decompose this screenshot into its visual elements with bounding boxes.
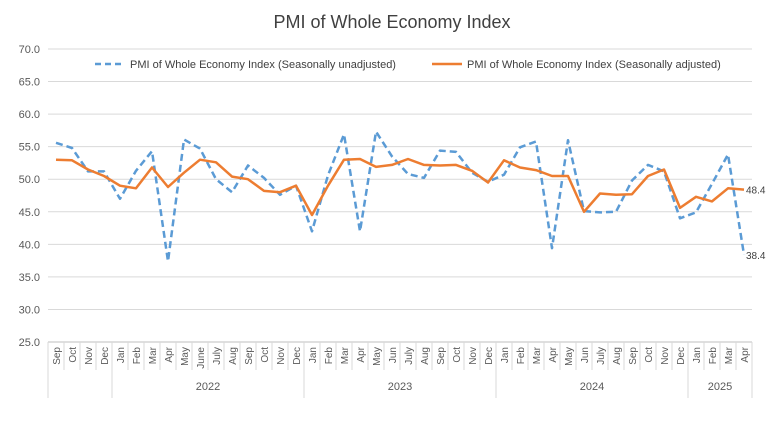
x-tick-label: Feb <box>708 347 719 365</box>
x-tick-label: Oct <box>68 347 79 363</box>
y-tick-label: 55.0 <box>19 142 40 154</box>
x-tick-label: July <box>212 347 223 365</box>
data-label: 48.4 <box>746 186 766 197</box>
x-tick-label: Dec <box>292 347 303 365</box>
x-tick-label: Mar <box>532 346 543 364</box>
x-tick-label: Dec <box>100 347 111 365</box>
y-tick-label: 65.0 <box>19 77 40 89</box>
chart-title: PMI of Whole Economy Index <box>273 12 510 32</box>
y-tick-label: 40.0 <box>19 239 40 251</box>
x-tick-label: Aug <box>228 347 239 365</box>
x-tick-label: Nov <box>660 347 671 365</box>
x-tick-label: Apr <box>356 346 367 362</box>
y-tick-label: 35.0 <box>19 272 40 284</box>
x-tick-label: Aug <box>420 347 431 365</box>
y-tick-label: 30.0 <box>19 304 40 316</box>
x-tick-label: May <box>372 347 383 366</box>
y-tick-label: 70.0 <box>19 44 40 56</box>
x-tick-label: Mar <box>148 346 159 364</box>
x-tick-label: Apr <box>548 346 559 362</box>
x-tick-label: Oct <box>644 347 655 363</box>
year-label: 2024 <box>580 381 604 393</box>
x-tick-label: Mar <box>340 346 351 364</box>
x-tick-label: June <box>196 347 207 369</box>
y-tick-label: 50.0 <box>19 174 40 186</box>
x-tick-label: Dec <box>484 347 495 365</box>
year-label: 2023 <box>388 381 412 393</box>
y-tick-label: 45.0 <box>19 207 40 219</box>
x-tick-label: Dec <box>676 347 687 365</box>
x-tick-label: Nov <box>468 347 479 365</box>
x-tick-label: Sep <box>436 347 447 365</box>
series-unadjusted-line <box>56 132 744 262</box>
legend: PMI of Whole Economy Index (Seasonally u… <box>95 59 721 71</box>
x-tick-label: Oct <box>260 347 271 363</box>
x-tick-label: Jun <box>580 347 591 363</box>
x-tick-label: Feb <box>516 347 527 365</box>
x-tick-label: Mar <box>724 346 735 364</box>
x-tick-label: Feb <box>132 347 143 365</box>
x-tick-label: Apr <box>164 346 175 362</box>
x-tick-label: May <box>564 347 575 366</box>
x-tick-label: Sep <box>244 347 255 365</box>
x-tick-label: May <box>180 347 191 366</box>
x-tick-label: Nov <box>276 347 287 365</box>
x-tick-label: Apr <box>740 346 751 362</box>
x-tick-label: Sep <box>628 347 639 365</box>
x-tick-label: Jan <box>116 347 127 363</box>
x-tick-label: Jun <box>388 347 399 363</box>
x-axis: Sep Oct Nov Dec Jan Feb Mar Apr May June July Aug Se… <box>48 342 752 398</box>
legend-unadjusted-label: PMI of Whole Economy Index (Seasonally u… <box>130 59 396 71</box>
x-tick-label: July <box>596 347 607 365</box>
x-tick-label: Feb <box>324 347 335 365</box>
y-tick-label: 25.0 <box>19 337 40 349</box>
year-label: 2022 <box>196 381 220 393</box>
x-tick-label: July <box>404 347 415 365</box>
y-tick-label: 60.0 <box>19 109 40 121</box>
x-tick-label: Jan <box>308 347 319 363</box>
x-tick-label: Sep <box>52 347 63 365</box>
x-tick-label: Oct <box>452 347 463 363</box>
year-label: 2025 <box>708 381 732 393</box>
x-tick-label: Jan <box>500 347 511 363</box>
series-lines: 38.4 48.4 <box>56 132 766 262</box>
x-tick-label: Aug <box>612 347 623 365</box>
legend-adjusted-label: PMI of Whole Economy Index (Seasonally a… <box>467 59 721 71</box>
x-tick-label: Jan <box>692 347 703 363</box>
y-axis: 25.0 30.0 35.0 40.0 45.0 50.0 55.0 60.0 65.0 70.0 <box>19 44 40 349</box>
series-adjusted-line <box>56 159 744 215</box>
data-label: 38.4 <box>746 251 766 262</box>
x-tick-label: Nov <box>84 347 95 365</box>
